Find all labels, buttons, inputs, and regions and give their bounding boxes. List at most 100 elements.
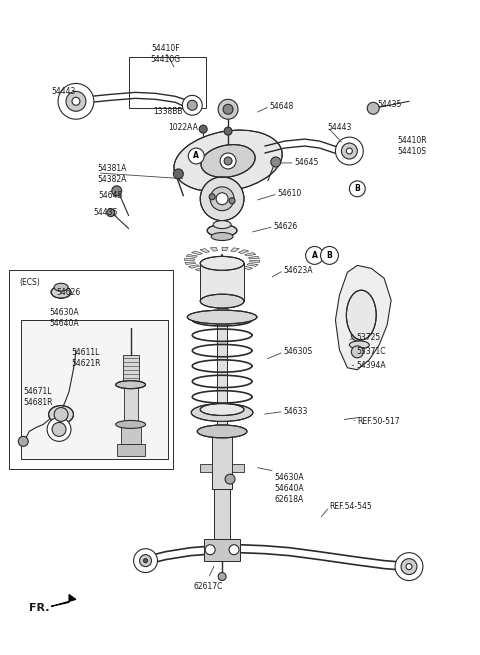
Text: 54626: 54626 <box>56 288 80 297</box>
Polygon shape <box>231 248 239 252</box>
Text: 54630A
54640A: 54630A 54640A <box>49 308 79 328</box>
Bar <box>217 308 227 430</box>
Text: B: B <box>326 251 332 260</box>
Circle shape <box>225 474 235 484</box>
Ellipse shape <box>54 283 68 291</box>
Text: 54443: 54443 <box>327 122 352 132</box>
Circle shape <box>47 417 71 441</box>
Ellipse shape <box>48 405 73 423</box>
Circle shape <box>58 83 94 119</box>
Polygon shape <box>247 263 258 267</box>
Polygon shape <box>250 261 260 263</box>
Bar <box>21 320 168 459</box>
Circle shape <box>349 181 365 196</box>
Ellipse shape <box>200 256 244 271</box>
Bar <box>124 384 138 424</box>
Circle shape <box>144 559 147 563</box>
Circle shape <box>336 137 363 165</box>
Polygon shape <box>336 265 391 370</box>
Bar <box>117 444 144 457</box>
Circle shape <box>351 329 363 341</box>
Bar <box>129 56 206 108</box>
Circle shape <box>209 194 215 200</box>
Text: 54410R
54410S: 54410R 54410S <box>397 136 427 156</box>
Circle shape <box>401 559 417 574</box>
Circle shape <box>18 436 28 446</box>
Circle shape <box>216 193 228 205</box>
Polygon shape <box>210 248 218 251</box>
Text: 54435: 54435 <box>94 208 118 217</box>
Text: 54394A: 54394A <box>356 362 386 370</box>
Text: REF.54-545: REF.54-545 <box>329 502 372 512</box>
Polygon shape <box>200 249 209 253</box>
Ellipse shape <box>174 130 282 192</box>
Circle shape <box>112 186 122 196</box>
Bar <box>120 424 141 444</box>
Ellipse shape <box>201 145 255 178</box>
Circle shape <box>395 553 423 580</box>
Ellipse shape <box>51 286 71 298</box>
Polygon shape <box>249 256 259 259</box>
Text: 53725: 53725 <box>356 333 381 343</box>
Circle shape <box>66 92 86 111</box>
Circle shape <box>188 148 204 164</box>
Circle shape <box>205 545 215 555</box>
Ellipse shape <box>192 403 253 421</box>
Text: 54435: 54435 <box>377 100 402 109</box>
Bar <box>204 539 240 561</box>
Circle shape <box>220 153 236 169</box>
Ellipse shape <box>349 341 369 349</box>
Polygon shape <box>222 247 228 251</box>
Text: A: A <box>193 151 199 160</box>
Text: 54630S: 54630S <box>284 347 313 356</box>
Bar <box>232 464 244 472</box>
Polygon shape <box>184 258 194 261</box>
Text: 54671L
54681R: 54671L 54681R <box>23 386 53 407</box>
Polygon shape <box>192 251 203 255</box>
Circle shape <box>210 187 234 211</box>
Text: 54443: 54443 <box>51 87 75 96</box>
Text: (ECS): (ECS) <box>19 278 40 287</box>
Bar <box>200 263 244 301</box>
Text: 54623A: 54623A <box>284 266 313 275</box>
Text: 54645: 54645 <box>295 159 319 168</box>
Bar <box>123 355 139 384</box>
Polygon shape <box>242 266 252 270</box>
Circle shape <box>107 209 115 217</box>
Ellipse shape <box>116 421 145 428</box>
Polygon shape <box>189 265 200 268</box>
Ellipse shape <box>213 221 231 229</box>
Circle shape <box>199 125 207 133</box>
Ellipse shape <box>200 403 244 415</box>
Circle shape <box>218 572 226 580</box>
Text: B: B <box>354 184 360 193</box>
Text: 54645: 54645 <box>99 191 123 200</box>
Polygon shape <box>245 253 256 256</box>
Polygon shape <box>227 270 234 273</box>
Circle shape <box>200 177 244 221</box>
Text: 54410F
54410G: 54410F 54410G <box>150 44 180 64</box>
Text: A: A <box>312 251 317 260</box>
Text: 1338BB: 1338BB <box>154 107 183 116</box>
Circle shape <box>229 198 235 204</box>
Polygon shape <box>185 262 196 265</box>
Text: 54381A
54382A: 54381A 54382A <box>98 164 127 184</box>
Circle shape <box>351 346 363 358</box>
Circle shape <box>173 169 183 179</box>
Text: 62617C: 62617C <box>193 582 223 591</box>
Circle shape <box>223 104 233 114</box>
Text: FR.: FR. <box>29 603 50 613</box>
Polygon shape <box>51 595 76 607</box>
Circle shape <box>224 157 232 165</box>
Ellipse shape <box>211 233 233 240</box>
Polygon shape <box>235 269 244 272</box>
Circle shape <box>187 100 197 110</box>
Bar <box>9 271 173 469</box>
Circle shape <box>347 148 352 154</box>
Ellipse shape <box>207 225 237 236</box>
Circle shape <box>341 143 357 159</box>
Bar <box>212 430 232 489</box>
Bar <box>200 464 212 472</box>
Circle shape <box>321 246 338 265</box>
Circle shape <box>367 102 379 114</box>
